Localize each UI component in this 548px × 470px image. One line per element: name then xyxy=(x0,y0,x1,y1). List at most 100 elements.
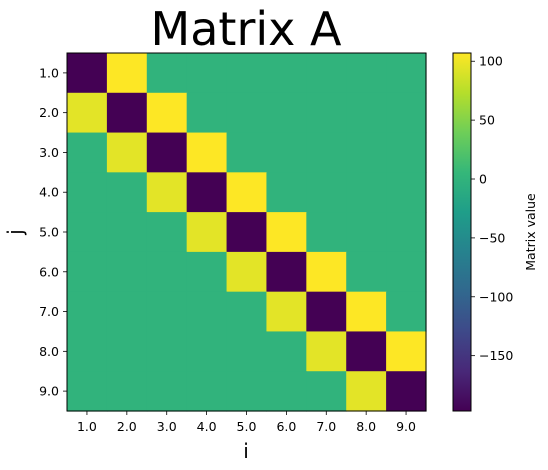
heatmap-cell xyxy=(67,212,108,253)
heatmap-cell xyxy=(146,251,188,293)
heatmap-cell xyxy=(346,212,387,253)
heatmap-cell xyxy=(67,331,108,372)
heatmap-cell xyxy=(306,251,347,293)
heatmap-cell xyxy=(67,172,108,213)
heatmap-cell xyxy=(146,371,188,412)
heatmap-cell xyxy=(386,331,427,372)
x-axis-ticks: 1.0 2.0 3.0 4.0 5.0 6.0 7.0 8.0 9.0 xyxy=(77,411,416,434)
heatmap-cell xyxy=(106,371,148,412)
heatmap-cell xyxy=(106,132,148,173)
heatmap-cell xyxy=(346,251,387,293)
colorbar xyxy=(452,52,472,412)
heatmap-cells xyxy=(67,53,427,412)
heatmap-cell xyxy=(106,92,148,134)
y-tick-label: 8.0 xyxy=(39,344,59,359)
y-tick-label: 9.0 xyxy=(39,384,59,399)
heatmap-cell xyxy=(186,212,228,253)
heatmap-cell xyxy=(386,132,427,173)
heatmap-cell xyxy=(146,53,188,94)
heatmap-cell xyxy=(266,53,307,94)
heatmap-cell xyxy=(67,132,108,173)
y-tick-label: 3.0 xyxy=(39,145,59,160)
x-tick-label: 6.0 xyxy=(276,419,296,434)
heatmap-cell xyxy=(186,92,228,134)
x-tick-label: 1.0 xyxy=(77,419,97,434)
y-tick-label: 1.0 xyxy=(39,65,59,80)
heatmap-cell xyxy=(386,291,427,333)
heatmap-cell xyxy=(266,331,307,372)
heatmap-cell xyxy=(67,92,108,134)
heatmap-cell xyxy=(106,331,148,372)
heatmap-cell xyxy=(67,371,108,412)
y-tick-label: 4.0 xyxy=(39,185,59,200)
x-axis-label: i xyxy=(243,439,249,463)
heatmap-cell xyxy=(346,172,387,213)
heatmap-cell xyxy=(226,132,268,173)
colorbar-tick-label: 0 xyxy=(479,172,487,187)
heatmap-cell xyxy=(186,331,228,372)
heatmap-cell xyxy=(67,291,108,333)
x-tick-label: 2.0 xyxy=(117,419,137,434)
heatmap-cell xyxy=(266,92,307,134)
y-tick-label: 7.0 xyxy=(39,304,59,319)
y-tick-label: 5.0 xyxy=(39,225,59,240)
heatmap-cell xyxy=(146,212,188,253)
heatmap-cell xyxy=(146,291,188,333)
heatmap-cell xyxy=(266,291,307,333)
heatmap-cell xyxy=(346,132,387,173)
colorbar-ticks: 100 50 0 −50 −100 −150 xyxy=(471,54,513,363)
colorbar-label: Matrix value xyxy=(523,193,538,271)
heatmap-cell xyxy=(306,132,347,173)
heatmap-cell xyxy=(386,53,427,94)
x-tick-label: 7.0 xyxy=(316,419,336,434)
heatmap-cell xyxy=(106,53,148,94)
heatmap-cell xyxy=(146,331,188,372)
heatmap-cell xyxy=(226,53,268,94)
heatmap-cell xyxy=(346,291,387,333)
heatmap-cell xyxy=(386,92,427,134)
heatmap-cell xyxy=(266,132,307,173)
heatmap-cell xyxy=(226,331,268,372)
heatmap-cell xyxy=(346,53,387,94)
heatmap-cell xyxy=(226,172,268,213)
y-tick-label: 2.0 xyxy=(39,105,59,120)
heatmap-cell xyxy=(106,291,148,333)
heatmap-cell xyxy=(266,371,307,412)
chart-title: Matrix A xyxy=(151,2,342,56)
heatmap-cell xyxy=(146,172,188,213)
colorbar-tick-label: 50 xyxy=(479,113,495,128)
heatmap-cell xyxy=(306,291,347,333)
y-axis-label: j xyxy=(3,229,27,236)
heatmap-cell xyxy=(226,92,268,134)
heatmap-cell xyxy=(67,251,108,293)
colorbar-tick-label: 100 xyxy=(479,54,503,69)
heatmap-cell xyxy=(346,331,387,372)
heatmap-cell xyxy=(386,212,427,253)
heatmap-cell xyxy=(67,53,108,94)
colorbar-tick-label: −150 xyxy=(479,348,513,363)
heatmap-cell xyxy=(306,331,347,372)
heatmap-cell xyxy=(306,212,347,253)
heatmap-cell xyxy=(266,212,307,253)
colorbar-tick-label: −50 xyxy=(479,230,505,245)
heatmap-cell xyxy=(266,251,307,293)
heatmap-cell xyxy=(226,212,268,253)
heatmap-cell xyxy=(106,172,148,213)
heatmap-cell xyxy=(186,172,228,213)
y-axis-ticks: 1.0 2.0 3.0 4.0 5.0 6.0 7.0 8.0 9.0 xyxy=(39,65,67,399)
heatmap-cell xyxy=(186,53,228,94)
heatmap-cell xyxy=(346,92,387,134)
x-tick-label: 5.0 xyxy=(237,419,257,434)
heatmap-cell xyxy=(186,291,228,333)
heatmap-cell xyxy=(306,172,347,213)
colorbar-tick-label: −100 xyxy=(479,289,513,304)
heatmap-cell xyxy=(266,172,307,213)
heatmap-cell xyxy=(226,291,268,333)
heatmap-cell xyxy=(306,53,347,94)
heatmap-cell xyxy=(186,251,228,293)
heatmap-cell xyxy=(386,251,427,293)
heatmap-cell xyxy=(386,172,427,213)
heatmap-cell xyxy=(226,251,268,293)
heatmap-cell xyxy=(146,92,188,134)
